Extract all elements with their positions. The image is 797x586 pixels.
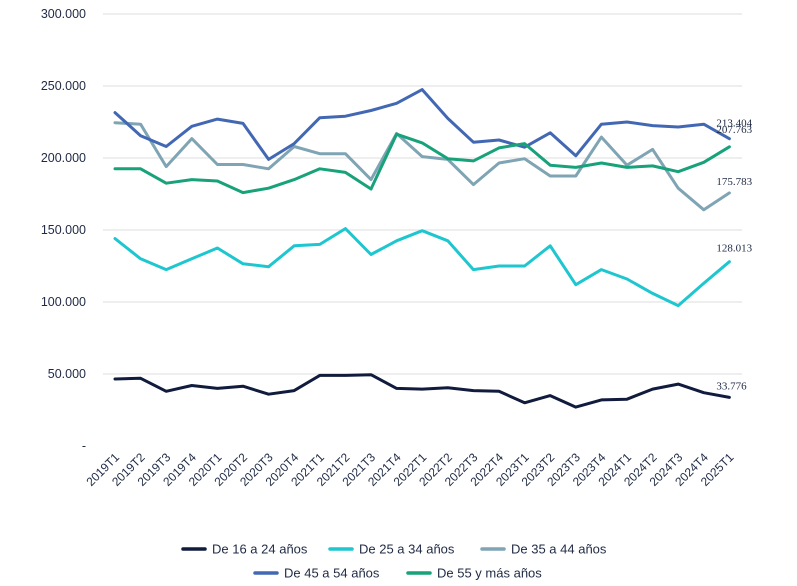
- end-value-label: 207.763: [716, 124, 752, 136]
- legend-item: De 25 a 34 años: [328, 542, 455, 557]
- legend-item: De 16 a 24 años: [181, 542, 308, 557]
- end-value-label: 213.404: [716, 118, 752, 130]
- series-lines: [113, 88, 731, 409]
- legend-label: De 35 a 44 años: [511, 542, 607, 557]
- legend-item: De 55 y más años: [406, 566, 542, 581]
- y-tick-label: 50.000: [48, 367, 86, 381]
- y-tick-label: -: [82, 439, 86, 453]
- series-line-2: [113, 227, 731, 308]
- y-tick-label: 150.000: [41, 223, 86, 237]
- legend: De 16 a 24 años De 25 a 34 años De 35 a 44…: [181, 542, 607, 581]
- y-tick-label: 100.000: [41, 295, 86, 309]
- series-line-5: [113, 132, 731, 195]
- legend-item: De 45 a 54 años: [253, 566, 380, 581]
- end-value-label: 175.783: [716, 176, 752, 188]
- y-tick-label: 300.000: [41, 7, 86, 21]
- end-value-label: 33.776: [716, 380, 747, 392]
- legend-label: De 55 y más años: [437, 566, 542, 581]
- y-tick-label: 250.000: [41, 79, 86, 93]
- legend-label: De 45 a 54 años: [284, 566, 380, 581]
- x-axis: 2019T12019T22019T32019T42020T12020T22020…: [83, 450, 736, 489]
- gridlines: [103, 13, 742, 375]
- legend-label: De 25 a 34 años: [359, 542, 455, 557]
- legend-item: De 35 a 44 años: [480, 542, 607, 557]
- end-value-label: 128.013: [716, 243, 752, 255]
- series-line-4: [113, 88, 731, 161]
- y-axis: - 50.000 100.000 150.000 200.000 250.000 300.0…: [41, 7, 86, 453]
- y-tick-label: 200.000: [41, 151, 86, 165]
- series-line-3: [113, 121, 731, 212]
- series-line-1: [113, 373, 731, 409]
- legend-label: De 16 a 24 años: [212, 542, 308, 557]
